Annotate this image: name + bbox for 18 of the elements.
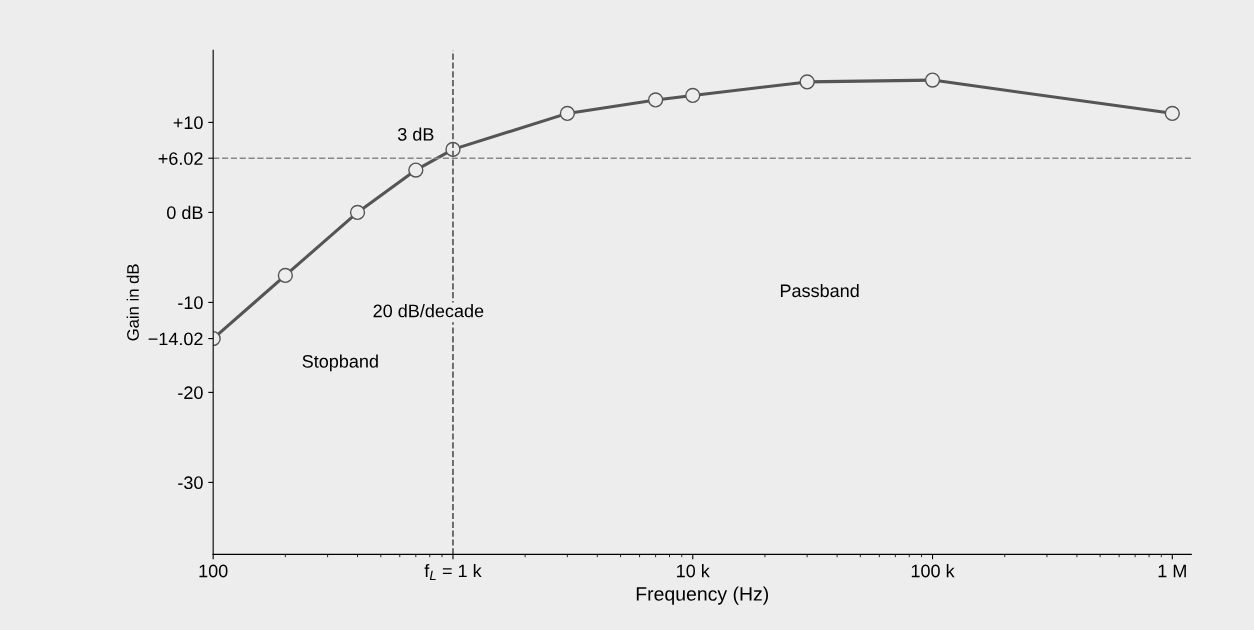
x-tick-label: f$_{L}$ = 1 k <box>424 564 482 581</box>
x-tick-label: 100 <box>199 564 228 578</box>
annotation: Stopband <box>302 354 378 372</box>
y-tick-label: +6.02 <box>158 152 203 165</box>
annotation: 3 dB <box>397 127 434 141</box>
y-tick-label: +10 <box>173 116 203 130</box>
annotation: 20 dB/decade <box>373 304 484 318</box>
x-tick-label: 10 k <box>677 564 710 578</box>
y-tick-label: 0 dB <box>167 205 203 220</box>
y-tick-label: -20 <box>178 386 203 400</box>
annotation: Passband <box>780 283 859 298</box>
y-tick-label: −14.02 <box>148 332 203 346</box>
y-axis-title: Gain in dB <box>126 264 139 341</box>
x-tick-label: 100 k <box>911 564 955 578</box>
x-axis-title: Frequency (Hz) <box>636 586 769 605</box>
y-tick-label: -10 <box>178 296 203 310</box>
x-tick-label: 1 M <box>1158 564 1186 578</box>
y-tick-label: -30 <box>178 476 203 490</box>
